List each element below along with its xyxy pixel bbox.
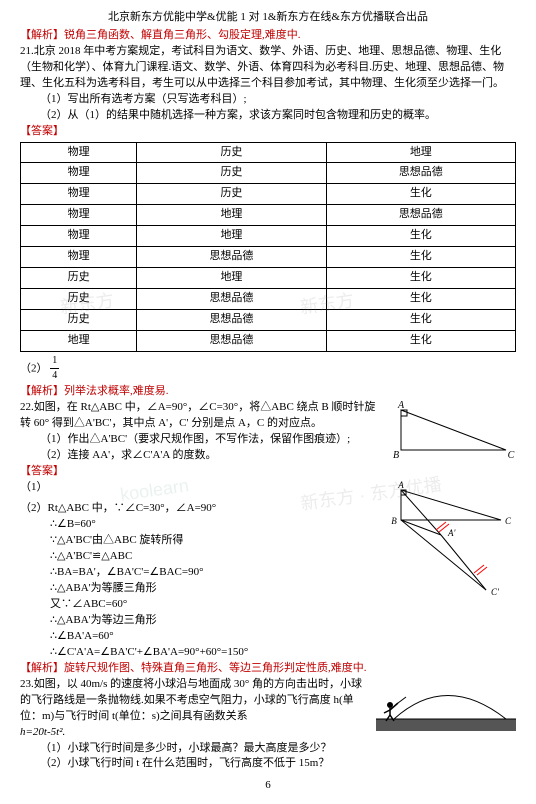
table-cell: 生化 [326,289,515,310]
svg-text:C': C' [491,587,500,597]
q22-ans-l11: ∴∠C'A'A=∠BA'C'+∠BA'A=90°+60°=150° [50,645,516,661]
table-cell: 生化 [326,268,515,289]
table-cell: 生化 [326,226,515,247]
table-cell: 地理 [326,142,515,163]
table-cell: 地理 [137,205,326,226]
table-cell: 生化 [326,247,515,268]
table-cell: 历史 [21,289,137,310]
answer-label-1: 【答案】 [20,124,516,140]
table-cell: 物理 [21,247,137,268]
svg-text:A: A [397,400,405,411]
page-number: 6 [20,778,516,794]
scheme-table: 物理历史地理物理历史思想品德物理历史生化物理地理思想品德物理地理生化物理思想品德… [20,142,516,352]
q21-sub1: （1）写出所有选考方案（只写选考科目）; [40,92,516,108]
table-cell: 生化 [326,330,515,351]
table-row: 历史思想品德生化 [21,289,516,310]
svg-text:B: B [393,450,399,460]
table-cell: 生化 [326,184,515,205]
table-row: 历史思想品德生化 [21,310,516,331]
table-cell: 历史 [137,163,326,184]
table-cell: 思想品德 [137,330,326,351]
answer-label-2: 【答案】 [20,464,516,480]
table-cell: 物理 [21,205,137,226]
table-cell: 历史 [137,142,326,163]
table-row: 物理历史生化 [21,184,516,205]
table-cell: 思想品德 [137,310,326,331]
q22-ans-l10: ∴∠BA'A=60° [50,629,516,645]
svg-text:A: A [397,480,404,490]
q21-answer2: （2） 1 4 [20,354,516,384]
table-cell: 历史 [21,268,137,289]
table-cell: 地理 [137,268,326,289]
table-cell: 地理 [21,330,137,351]
svg-text:C: C [505,516,512,526]
q23-sub2: （2）小球飞行时间 t 在什么范围时，飞行高度不低于 15m？ [40,756,516,772]
table-row: 物理历史地理 [21,142,516,163]
table-row: 物理历史思想品德 [21,163,516,184]
table-row: 物理地理生化 [21,226,516,247]
table-cell: 地理 [137,226,326,247]
figure-22a: A B C [386,400,516,460]
svg-text:A': A' [447,528,456,538]
table-cell: 物理 [21,142,137,163]
analysis-2: 【解析】列举法求概率,难度易. [20,384,516,400]
table-cell: 物理 [21,163,137,184]
q21-ans2-fraction: 1 4 [50,354,59,384]
figure-23 [376,677,516,732]
table-cell: 生化 [326,310,515,331]
table-row: 物理地理思想品德 [21,205,516,226]
analysis-3: 【解析】旋转尺规作图、特殊直角三角形、等边三角形判定性质,难度中. [20,661,516,677]
table-cell: 物理 [21,226,137,247]
table-cell: 思想品德 [137,247,326,268]
page-header: 北京新东方优能中学&优能 1 对 1&新东方在线&东方优播联合出品 [20,10,516,26]
q21-ans2-label: （2） [20,362,48,374]
q21-sub2: （2）从（1）的结果中随机选择一种方案，求该方案同时包含物理和历史的概率。 [40,108,516,124]
table-cell: 历史 [21,310,137,331]
table-row: 地理思想品德生化 [21,330,516,351]
table-row: 物理思想品德生化 [21,247,516,268]
svg-text:B: B [391,516,397,526]
svg-text:C: C [508,450,515,460]
table-cell: 思想品德 [326,205,515,226]
q22-ans-l9: ∴△ABA'为等边三角形 [50,613,516,629]
table-row: 历史地理生化 [21,268,516,289]
figure-22b: A B C A' C' [386,480,516,600]
table-cell: 物理 [21,184,137,205]
q21-stem: 21.北京 2018 年中考方案规定，考试科目为语文、数学、外语、历史、地理、思… [20,44,516,92]
table-cell: 思想品德 [137,289,326,310]
table-cell: 历史 [137,184,326,205]
table-cell: 思想品德 [326,163,515,184]
q23-sub1: （1）小球飞行时间是多少时，小球最高？最大高度是多少？ [40,741,516,757]
analysis-1: 【解析】锐角三角函数、解直角三角形、勾股定理,难度中. [20,28,516,44]
